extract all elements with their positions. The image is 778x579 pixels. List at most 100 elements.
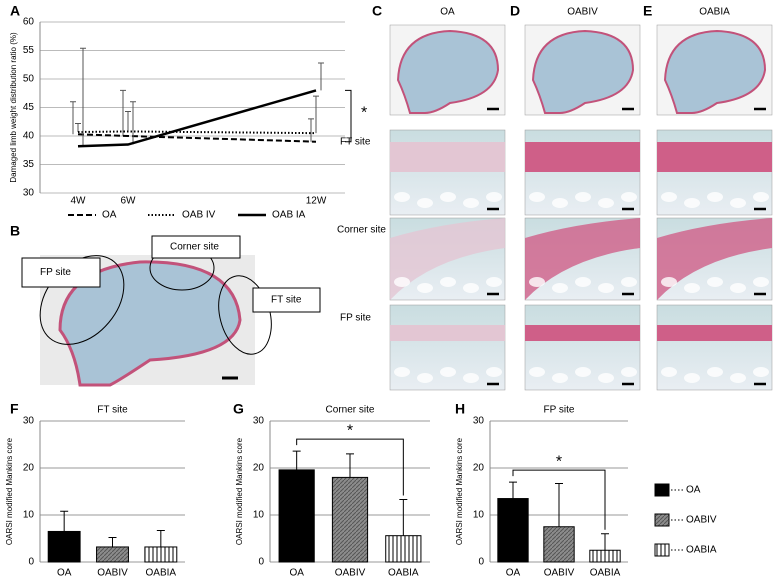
histology-bone	[394, 192, 410, 202]
label-box	[151, 235, 241, 259]
error-bar	[601, 533, 609, 551]
histology-bone	[575, 277, 591, 287]
histology-image	[656, 304, 773, 391]
histology-bone	[417, 198, 433, 208]
y-axis-label: OARSI modified Mankins core	[455, 437, 464, 545]
y-tick-label: 20	[473, 463, 485, 474]
y-tick-label: 0	[478, 557, 484, 568]
chart-title: FT site	[97, 405, 128, 416]
legend-label: OA	[102, 210, 117, 221]
error-bar	[346, 453, 354, 478]
histology-cartilage	[657, 142, 772, 172]
bar	[331, 476, 369, 563]
histology-bone	[463, 373, 479, 383]
femoral-head	[58, 260, 242, 387]
line-series	[77, 133, 317, 143]
histology-bone	[417, 373, 433, 383]
significance-bracket	[512, 469, 606, 530]
panel-letter: E	[643, 3, 652, 19]
legend-swatch	[654, 513, 670, 527]
y-tick-label: 0	[258, 557, 264, 568]
site-label: FP site	[40, 267, 71, 278]
histology-bone	[575, 367, 591, 377]
histology-bone	[575, 192, 591, 202]
significance-bracket	[296, 438, 404, 496]
bar	[543, 526, 575, 563]
histology-tissue	[663, 29, 767, 114]
error-bar	[60, 510, 69, 532]
histology-bone	[753, 277, 769, 287]
histology-bone	[684, 198, 700, 208]
error-bar	[130, 101, 136, 145]
y-tick-label: 10	[23, 510, 35, 521]
y-tick-label: 60	[23, 17, 35, 28]
y-tick-label: 30	[473, 416, 485, 427]
x-tick-label: OABIV	[544, 568, 575, 579]
histology-bone	[753, 367, 769, 377]
error-bar	[292, 450, 301, 470]
histology-bone	[707, 277, 723, 287]
histology-image	[389, 304, 506, 391]
legend-label: OAB IV	[182, 210, 216, 221]
error-bar	[70, 101, 76, 135]
error-bar	[308, 118, 314, 142]
bar	[144, 546, 178, 563]
histology-bone	[753, 192, 769, 202]
y-tick-label: 30	[253, 416, 265, 427]
histology-bone	[529, 192, 545, 202]
x-tick-label: OABIA	[590, 568, 621, 579]
histology-tissue	[531, 29, 635, 114]
chart-title: Corner site	[326, 405, 375, 416]
bar	[589, 549, 621, 563]
error-bar	[75, 122, 81, 133]
histology-bone	[529, 277, 545, 287]
y-tick-label: 50	[23, 74, 35, 85]
histology-bone	[598, 373, 614, 383]
histology-bone	[486, 277, 502, 287]
x-tick-label: 12W	[306, 196, 327, 207]
significance-bracket	[345, 89, 352, 143]
histology-cartilage	[390, 218, 505, 300]
y-tick-label: 0	[28, 557, 34, 568]
histology-bone	[486, 367, 502, 377]
x-tick-label: OA	[57, 568, 72, 579]
histology-cartilage	[525, 142, 640, 172]
error-bar	[509, 481, 517, 499]
histology-bone	[598, 198, 614, 208]
histology-tissue	[396, 29, 500, 114]
bar	[278, 469, 315, 563]
y-tick-label: 45	[23, 102, 35, 113]
histology-bone	[463, 198, 479, 208]
y-tick-label: 20	[253, 463, 265, 474]
bar	[96, 546, 129, 563]
x-tick-label: OABIA	[146, 568, 177, 579]
significance-star: *	[361, 104, 367, 121]
error-bar	[156, 530, 165, 547]
error-bar	[318, 62, 324, 91]
error-bar	[399, 498, 408, 536]
histology-bone	[394, 367, 410, 377]
column-title: OABIV	[567, 7, 598, 18]
histology-bone	[440, 367, 456, 377]
y-axis-label: OARSI modified Mankins core	[5, 437, 14, 545]
chart-title: FP site	[544, 405, 575, 416]
line-series	[77, 130, 317, 135]
label-box	[252, 287, 321, 313]
histology-bone	[621, 277, 637, 287]
error-bar	[108, 537, 117, 547]
histology-bone	[684, 283, 700, 293]
error-bar	[555, 483, 563, 527]
error-bar	[120, 89, 126, 136]
histology-image	[524, 304, 641, 391]
histology-bone	[684, 373, 700, 383]
panel-letter: C	[372, 3, 382, 19]
histology-bone	[440, 192, 456, 202]
significance-star: *	[347, 422, 353, 439]
label-box	[21, 257, 101, 288]
legend-label: OAB IA	[272, 210, 306, 221]
x-tick-label: 4W	[71, 196, 87, 207]
histology-bone	[707, 367, 723, 377]
column-title: OA	[440, 7, 455, 18]
histology-bone	[621, 192, 637, 202]
